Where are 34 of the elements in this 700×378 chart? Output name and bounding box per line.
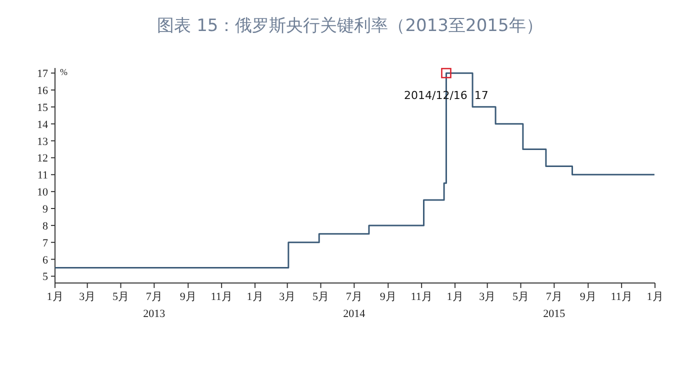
chart-title: 图表 15：俄罗斯央行关键利率（2013至2015年）: [157, 16, 543, 36]
x-tick-label: 5月: [512, 291, 530, 303]
x-tick-label: 3月: [479, 291, 496, 303]
x-tick-label: 1月: [46, 291, 64, 303]
x-tick-label: 7月 2015: [543, 291, 566, 320]
x-tick-label: 5月: [312, 291, 330, 303]
y-tick-label: 10: [37, 186, 48, 199]
x-tick-label: 9月: [380, 291, 396, 303]
x-tick-label: 3月: [79, 291, 96, 303]
y-tick-label: 15: [37, 102, 48, 114]
x-tick-label: 9月: [580, 291, 596, 303]
y-tick-label: 5: [42, 271, 48, 284]
x-tick-label: 3月: [279, 291, 296, 303]
x-tick-label: 1月: [246, 291, 264, 303]
x-tick-label: 7月 2013: [143, 291, 166, 320]
y-tick-label: 14: [37, 118, 48, 131]
y-tick-label: 11: [37, 170, 48, 182]
y-tick-label: 8: [42, 220, 48, 232]
y-tick-label: 13: [37, 136, 48, 148]
x-tick-label: 5月: [112, 291, 130, 303]
y-tick-label: 7: [42, 237, 48, 250]
y-axis-title: %: [60, 67, 68, 77]
x-tick-label: 1月: [646, 291, 664, 303]
x-tick-label: 11月: [210, 291, 232, 303]
x-tick-label: 7月 2014: [343, 291, 366, 320]
x-tick-label: 9月: [180, 291, 196, 303]
x-tick-label: 11月: [610, 291, 632, 303]
y-tick-label: 16: [37, 85, 48, 98]
y-tick-label: 17: [37, 68, 48, 80]
y-tick-label: 12: [37, 152, 48, 165]
y-tick-label: 6: [42, 254, 48, 266]
y-tick-label: 9: [42, 204, 48, 216]
x-tick-label: 1月: [446, 291, 464, 303]
x-tick-label: 11月: [410, 291, 432, 303]
